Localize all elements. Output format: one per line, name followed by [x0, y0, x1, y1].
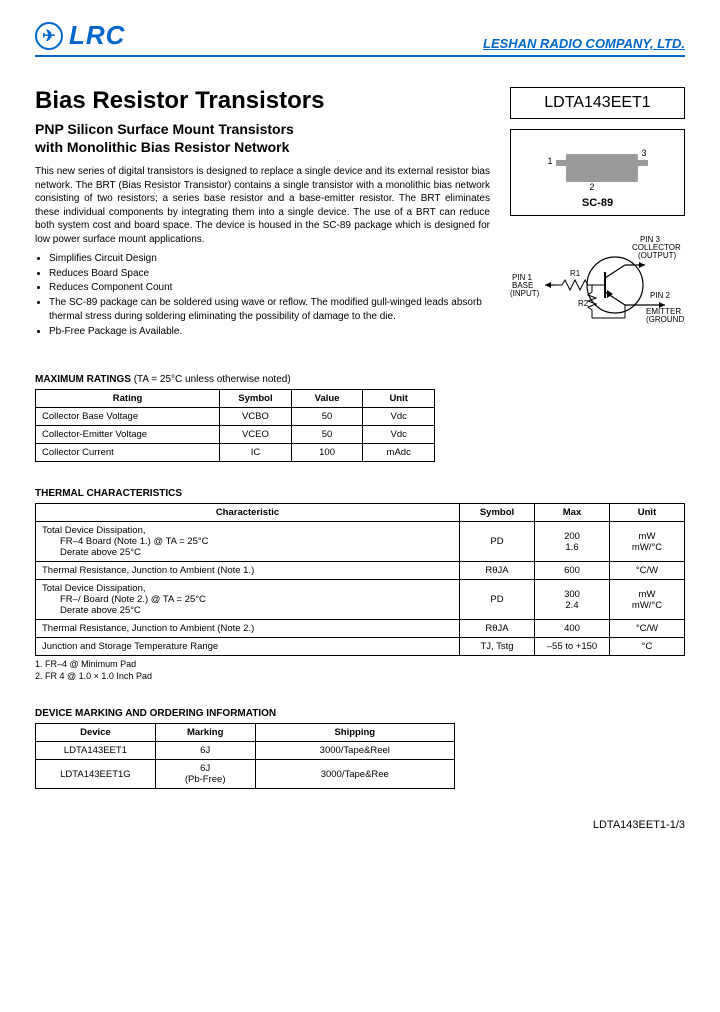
footnote: 1. FR–4 @ Minimum Pad [35, 659, 685, 671]
svg-text:(OUTPUT): (OUTPUT) [638, 251, 677, 260]
ratings-table: Rating Symbol Value Unit Collector Base … [35, 389, 435, 462]
package-label: SC-89 [515, 197, 680, 209]
table-row: Total Device Dissipation,FR–4 Board (Not… [36, 522, 685, 562]
body-paragraph: This new series of digital transistors i… [35, 165, 490, 246]
footnotes: 1. FR–4 @ Minimum Pad 2. FR 4 @ 1.0 × 1.… [35, 659, 685, 682]
table-row: Thermal Resistance, Junction to Ambient … [36, 620, 685, 638]
table-row: Collector-Emitter VoltageVCEO50Vdc [36, 426, 435, 444]
list-item: Reduces Component Count [49, 281, 490, 296]
schematic-icon: PIN 1 BASE (INPUT) R1 R2 PIN 3 COLLECTOR… [510, 230, 685, 345]
table-row: LDTA143EET1G6J(Pb-Free)3000/Tape&Ree [36, 760, 455, 789]
table-row: Total Device Dissipation,FR–/ Board (Not… [36, 580, 685, 620]
feature-list: Simplifies Circuit Design Reduces Board … [35, 252, 490, 339]
svg-text:(GROUND): (GROUND) [646, 315, 685, 324]
part-number-box: LDTA143EET1 [510, 87, 685, 119]
subtitle-line-1: PNP Silicon Surface Mount Transistors [35, 121, 490, 137]
right-column: LDTA143EET1 1 2 3 SC-89 [510, 87, 685, 348]
svg-text:(INPUT): (INPUT) [510, 289, 540, 298]
table-row: Collector CurrentIC100mAdc [36, 444, 435, 462]
svg-text:PIN 2: PIN 2 [650, 291, 671, 300]
table-row: Device Marking Shipping [36, 724, 455, 742]
footnote: 2. FR 4 @ 1.0 × 1.0 Inch Pad [35, 671, 685, 683]
table-row: Characteristic Symbol Max Unit [36, 504, 685, 522]
package-box: 1 2 3 SC-89 [510, 129, 685, 216]
company-name: LESHAN RADIO COMPANY, LTD. [483, 36, 685, 51]
left-column: Bias Resistor Transistors PNP Silicon Su… [35, 87, 490, 348]
list-item: Simplifies Circuit Design [49, 252, 490, 267]
thermal-title: THERMAL CHARACTERISTICS [35, 488, 685, 499]
list-item: Reduces Board Space [49, 267, 490, 282]
page-title: Bias Resistor Transistors [35, 87, 490, 115]
main-content: Bias Resistor Transistors PNP Silicon Su… [35, 87, 685, 348]
ratings-title: MAXIMUM RATINGS (TA = 25°C unless otherw… [35, 374, 685, 385]
package-icon: 1 2 3 [538, 138, 658, 193]
logo-text: LRC [69, 20, 125, 51]
logo: ✈ LRC [35, 20, 125, 51]
page-footer: LDTA143EET1-1/3 [35, 819, 685, 831]
marking-table: Device Marking Shipping LDTA143EET16J300… [35, 723, 455, 789]
marking-title: DEVICE MARKING AND ORDERING INFORMATION [35, 708, 685, 719]
thermal-table: Characteristic Symbol Max Unit Total Dev… [35, 503, 685, 656]
table-row: LDTA143EET16J3000/Tape&Reel [36, 742, 455, 760]
list-item: The SC-89 package can be soldered using … [49, 296, 490, 325]
svg-text:R1: R1 [570, 269, 581, 278]
table-row: Junction and Storage Temperature RangeTJ… [36, 638, 685, 656]
svg-text:R2: R2 [578, 299, 589, 308]
list-item: Pb-Free Package is Available. [49, 325, 490, 340]
logo-icon: ✈ [35, 22, 63, 50]
table-row: Thermal Resistance, Junction to Ambient … [36, 562, 685, 580]
subtitle-line-2: with Monolithic Bias Resistor Network [35, 139, 490, 155]
table-row: Collector Base VoltageVCBO50Vdc [36, 408, 435, 426]
table-row: Rating Symbol Value Unit [36, 390, 435, 408]
page-header: ✈ LRC LESHAN RADIO COMPANY, LTD. [35, 20, 685, 57]
